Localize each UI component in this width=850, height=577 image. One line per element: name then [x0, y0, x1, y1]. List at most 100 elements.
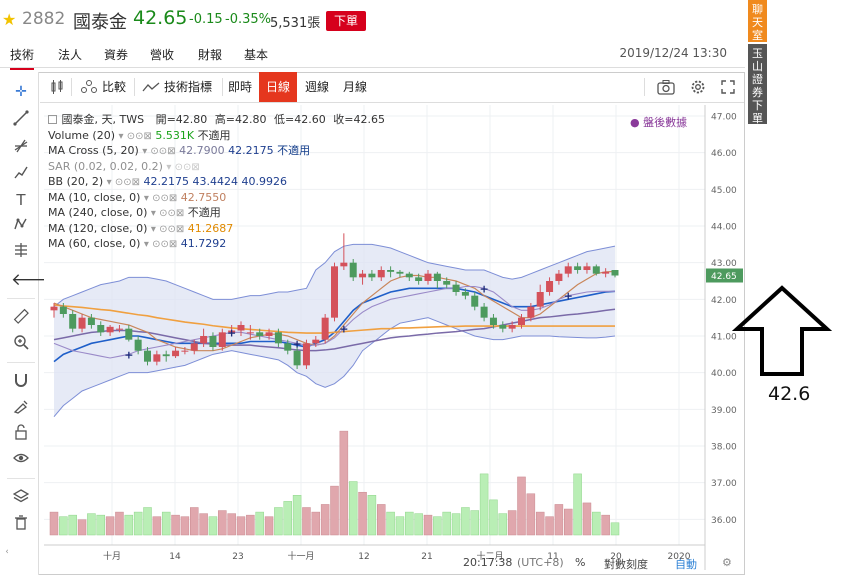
ruler-icon[interactable]	[11, 308, 31, 328]
broker-order-tab[interactable]: 玉山證券下單	[748, 44, 767, 125]
fullscreen-icon[interactable]	[720, 79, 736, 99]
candle-body	[78, 317, 86, 329]
crosshair-icon[interactable]: ✛	[15, 84, 27, 100]
compare-button[interactable]: 比較	[102, 80, 127, 94]
candle-body	[218, 332, 226, 347]
indicator-name[interactable]: MA Cross (5, 20)	[48, 144, 139, 157]
legend-ma60-row: MA (60, close, 0) ▾ ⊙⊙⊠ 41.7292	[48, 236, 385, 252]
fib-tool-icon[interactable]	[11, 138, 31, 158]
candle-body	[115, 328, 123, 330]
auto-scale-toggle[interactable]: 自動	[675, 558, 697, 571]
prediction-icon[interactable]	[11, 242, 31, 262]
indicator-name[interactable]: MA (120, close, 0)	[48, 221, 148, 235]
volume-bar	[264, 516, 274, 536]
candle-body	[265, 332, 273, 336]
indicator-controls-icon[interactable]: ▾ ⊙⊙⊠	[143, 192, 178, 204]
toolbar-divider	[644, 78, 645, 96]
indicator-icon[interactable]	[142, 79, 160, 99]
drawing-toolbar: ✛ T 🡐 ‹	[3, 72, 57, 575]
trash-icon[interactable]	[11, 514, 31, 534]
collapse-legend-icon[interactable]	[48, 115, 57, 124]
volume-bar	[470, 510, 479, 536]
volume-bar	[451, 513, 461, 536]
weekly-button[interactable]: 週線	[305, 80, 330, 94]
chat-room-tab[interactable]: 聊天室	[748, 0, 767, 42]
price-tick-label: 46.00	[711, 149, 737, 159]
monthly-button[interactable]: 月線	[343, 80, 368, 94]
order-button[interactable]: 下單	[326, 11, 366, 31]
visibility-eye-icon[interactable]	[11, 450, 31, 470]
brush-icon[interactable]	[11, 164, 31, 184]
back-arrow-icon[interactable]: 🡐	[11, 270, 57, 290]
candle-body	[144, 350, 151, 362]
percent-scale-toggle[interactable]: %	[575, 556, 586, 569]
candle-body	[592, 266, 600, 274]
tab-revenue[interactable]: 營收	[150, 48, 175, 62]
candle-body	[274, 332, 282, 344]
status-settings-gear-icon[interactable]: ⚙	[722, 556, 732, 569]
price-tick-label: 38.00	[711, 443, 737, 453]
time-tick-label: 2020	[668, 552, 691, 562]
indicator-name[interactable]: MA (240, close, 0)	[48, 206, 148, 219]
tab-technical[interactable]: 技術	[10, 46, 35, 70]
candle-type-icon[interactable]	[50, 79, 64, 99]
daily-button[interactable]: 日線	[259, 72, 298, 102]
intraday-button[interactable]: 即時	[228, 80, 253, 94]
lock-draw-icon[interactable]	[11, 398, 31, 418]
layers-icon[interactable]	[11, 488, 31, 508]
indicator-name[interactable]: Volume (20)	[48, 128, 115, 142]
tab-margin[interactable]: 資券	[104, 48, 129, 62]
indicator-name[interactable]: BB (20, 2)	[48, 175, 104, 188]
open-label: 開=	[155, 113, 176, 126]
volume-bar	[526, 493, 536, 536]
indicator-controls-icon[interactable]: ▾ ⊙⊙⊠	[106, 177, 141, 188]
candle-body	[69, 314, 77, 329]
indicator-name[interactable]: MA (60, close, 0)	[48, 237, 141, 250]
pattern-icon[interactable]	[11, 216, 31, 236]
indicator-controls-icon[interactable]: ▾ ⊙⊙⊠	[166, 161, 200, 173]
indicator-name[interactable]: MA (10, close, 0)	[48, 190, 141, 204]
indicator-controls-icon[interactable]: ▾ ⊙⊙⊠	[150, 223, 185, 235]
indicator-controls-icon[interactable]: ▾ ⊙⊙⊠	[143, 239, 178, 250]
indicator-controls-icon[interactable]: ▾ ⊙⊙⊠	[142, 146, 176, 157]
indicator-controls-icon[interactable]: ▾ ⊙⊙⊠	[150, 208, 185, 219]
magnet-icon[interactable]	[11, 372, 31, 392]
timezone[interactable]: (UTC+8)	[517, 556, 564, 569]
tab-financials[interactable]: 財報	[198, 48, 223, 62]
text-tool-icon[interactable]: T	[16, 191, 26, 209]
volume-bar	[582, 502, 592, 536]
last-price-tag-label: 42.65	[711, 272, 737, 282]
price-chart[interactable]: + + + + + + 47.00 46.00 45.00 44.00 43.00 42.00 41.…	[44, 105, 744, 570]
indicators-button[interactable]: 技術指標	[164, 80, 213, 94]
camera-icon[interactable]	[657, 79, 675, 99]
indicator-name[interactable]: SAR (0.02, 0.02, 0.2)	[48, 159, 163, 173]
candle-body	[125, 328, 133, 340]
candle-body	[349, 262, 357, 278]
lock-icon[interactable]	[11, 424, 31, 444]
time-tick-label: 14	[169, 552, 181, 562]
legend-sar-row: SAR (0.02, 0.02, 0.2) ▾ ⊙⊙⊠	[48, 159, 385, 175]
tab-institutional[interactable]: 法人	[58, 48, 83, 62]
volume-bar	[49, 511, 59, 536]
collapse-toolbar-icon[interactable]: ‹	[5, 547, 9, 557]
volume-bar	[386, 511, 395, 536]
volume-bar	[535, 511, 545, 536]
log-scale-toggle[interactable]: 對數刻度	[604, 558, 648, 571]
tab-basic[interactable]: 基本	[244, 48, 269, 62]
candle-body	[302, 343, 310, 366]
compare-icon[interactable]	[80, 79, 98, 99]
trend-line-icon[interactable]	[11, 110, 31, 130]
volume-bar	[395, 516, 405, 536]
time-tick-label: 12	[358, 552, 369, 562]
candle-body	[321, 317, 329, 340]
favorite-star-icon[interactable]: ★	[2, 10, 17, 29]
bb-upper-line	[53, 243, 616, 308]
volume-bar	[227, 513, 236, 536]
settings-gear-icon[interactable]	[690, 79, 706, 99]
volume-bar	[517, 476, 526, 536]
low-label: 低=	[274, 113, 295, 126]
zoom-in-icon[interactable]	[11, 334, 31, 354]
indicator-controls-icon[interactable]: ▾ ⊙⊙⊠	[118, 130, 152, 142]
legend-ma10-row: MA (10, close, 0) ▾ ⊙⊙⊠ 42.7550	[48, 190, 385, 206]
